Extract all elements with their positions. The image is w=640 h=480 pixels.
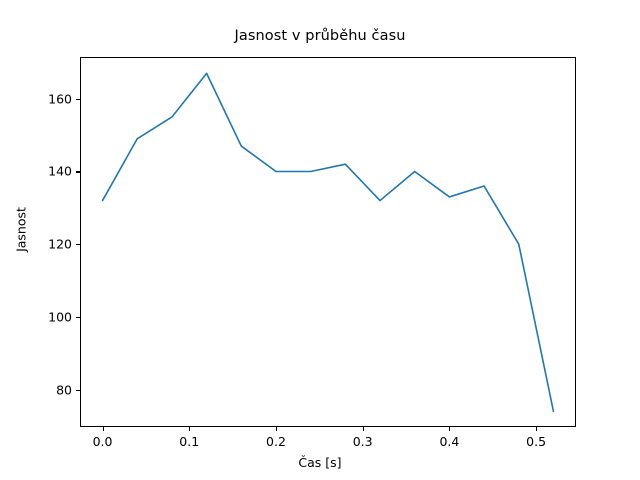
y-tick-label: 160 xyxy=(48,91,72,107)
x-tick-label: 0.1 xyxy=(179,434,200,449)
x-tick-label: 0.5 xyxy=(526,434,547,449)
x-tick-mark xyxy=(189,427,191,431)
y-tick-mark xyxy=(76,316,80,318)
x-tick-label: 0.4 xyxy=(439,434,460,449)
y-tick-label: 80 xyxy=(56,382,72,398)
y-tick-mark xyxy=(76,98,80,100)
plot-axes-frame xyxy=(80,57,576,427)
y-tick-label: 120 xyxy=(48,236,72,252)
chart-title: Jasnost v průběhu času xyxy=(234,28,406,44)
y-tick-label: 140 xyxy=(48,163,72,179)
y-tick-mark xyxy=(76,389,80,391)
y-tick-mark xyxy=(76,171,80,173)
x-tick-label: 0.2 xyxy=(266,434,286,449)
y-axis-label: Jasnost xyxy=(13,207,29,252)
data-series-line xyxy=(101,72,555,413)
x-tick-mark xyxy=(536,427,538,431)
x-tick-mark xyxy=(102,427,104,431)
y-tick-label: 100 xyxy=(48,309,72,325)
line-plot-svg xyxy=(101,72,555,413)
x-tick-label: 0.3 xyxy=(352,434,373,449)
x-tick-mark xyxy=(362,427,364,431)
x-tick-mark xyxy=(449,427,451,431)
x-tick-label: 0.0 xyxy=(92,434,113,449)
x-axis-label: Čas [s] xyxy=(298,455,342,470)
x-tick-mark xyxy=(275,427,278,431)
y-tick-mark xyxy=(76,244,80,246)
